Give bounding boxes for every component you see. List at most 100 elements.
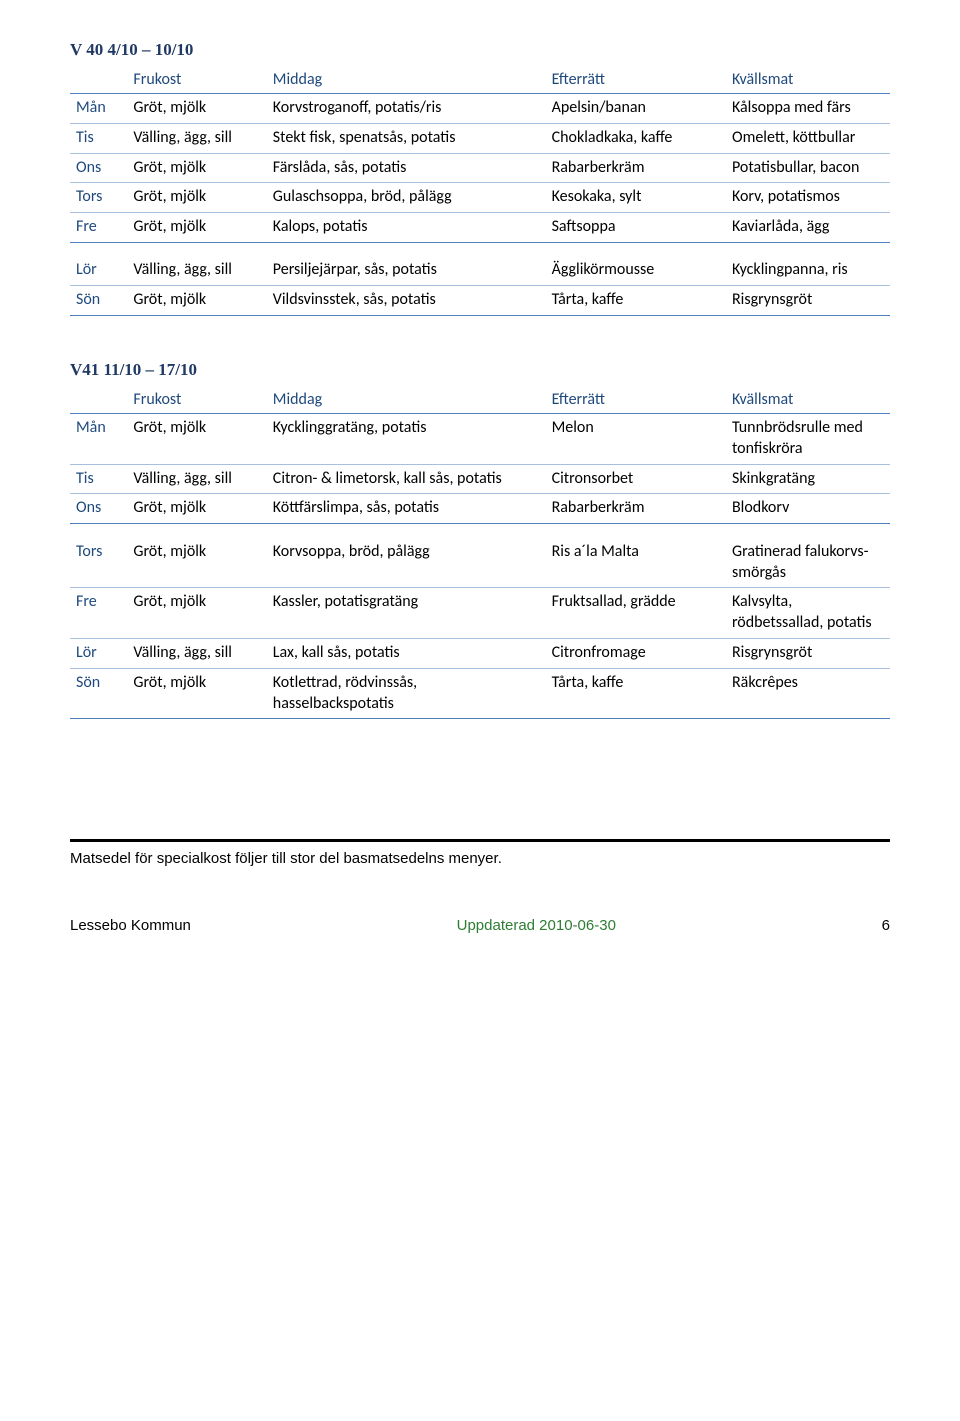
cell-efterratt: Ägglikörmousse: [546, 256, 726, 285]
cell-kvallsmat: Risgrynsgröt: [726, 286, 890, 316]
cell-frukost: Välling, ägg, sill: [127, 464, 266, 494]
footer-divider: Matsedel för specialkost följer till sto…: [70, 839, 890, 934]
table-row: Lör Välling, ägg, sill Lax, kall sås, po…: [70, 638, 890, 668]
cell-middag: Gulaschsoppa, bröd, pålägg: [267, 183, 546, 213]
cell-day: Mån: [70, 414, 127, 465]
cell-middag: Kycklinggratäng, potatis: [267, 414, 546, 465]
cell-efterratt: Fruktsallad, grädde: [546, 588, 726, 639]
week-title: V 40 4/10 – 10/10: [70, 40, 890, 60]
col-day: [70, 66, 127, 94]
cell-efterratt: Citronfromage: [546, 638, 726, 668]
cell-kvallsmat: Kaviarlåda, ägg: [726, 213, 890, 243]
cell-frukost: Gröt, mjölk: [127, 588, 266, 639]
cell-day: Tors: [70, 538, 127, 588]
cell-kvallsmat: Tunnbrödsrulle med tonfiskröra: [726, 414, 890, 465]
cell-day: Ons: [70, 494, 127, 524]
cell-day: Tis: [70, 123, 127, 153]
footer-note: Matsedel för specialkost följer till sto…: [70, 850, 890, 867]
cell-efterratt: Citronsorbet: [546, 464, 726, 494]
week-title: V41 11/10 – 17/10: [70, 360, 890, 380]
cell-day: Tors: [70, 183, 127, 213]
cell-middag: Korvstroganoff, potatis/ris: [267, 94, 546, 124]
footer-center: Uppdaterad 2010-06-30: [457, 917, 616, 934]
table-row: Tis Välling, ägg, sill Stekt fisk, spena…: [70, 123, 890, 153]
col-efterratt: Efterrätt: [546, 386, 726, 414]
cell-efterratt: Apelsin/banan: [546, 94, 726, 124]
cell-middag: Kassler, potatisgratäng: [267, 588, 546, 639]
cell-efterratt: Melon: [546, 414, 726, 465]
cell-efterratt: Chokladkaka, kaffe: [546, 123, 726, 153]
cell-day: Fre: [70, 588, 127, 639]
table-row: Fre Gröt, mjölk Kassler, potatisgratäng …: [70, 588, 890, 639]
cell-middag: Kalops, potatis: [267, 213, 546, 243]
col-middag: Middag: [267, 66, 546, 94]
cell-kvallsmat: Blodkorv: [726, 494, 890, 524]
cell-kvallsmat: Skinkgratäng: [726, 464, 890, 494]
cell-frukost: Gröt, mjölk: [127, 538, 266, 588]
table-row: Sön Gröt, mjölk Kotlettrad, rödvinssås, …: [70, 668, 890, 719]
cell-kvallsmat: Räkcrêpes: [726, 668, 890, 719]
table-row: Tors Gröt, mjölk Korvsoppa, bröd, pålägg…: [70, 538, 890, 588]
page-footer: Lessebo Kommun Uppdaterad 2010-06-30 6: [70, 917, 890, 934]
spacer-row: [70, 524, 890, 538]
col-kvallsmat: Kvällsmat: [726, 386, 890, 414]
col-kvallsmat: Kvällsmat: [726, 66, 890, 94]
col-efterratt: Efterrätt: [546, 66, 726, 94]
cell-kvallsmat: Gratinerad falukorvs-smörgås: [726, 538, 890, 588]
table-row: Ons Gröt, mjölk Köttfärslimpa, sås, pota…: [70, 494, 890, 524]
cell-middag: Stekt fisk, spenatsås, potatis: [267, 123, 546, 153]
cell-middag: Persiljejärpar, sås, potatis: [267, 256, 546, 285]
cell-efterratt: Rabarberkräm: [546, 494, 726, 524]
cell-middag: Citron- & limetorsk, kall sås, potatis: [267, 464, 546, 494]
cell-kvallsmat: Korv, potatismos: [726, 183, 890, 213]
cell-frukost: Välling, ägg, sill: [127, 638, 266, 668]
table-row: Tis Välling, ägg, sill Citron- & limetor…: [70, 464, 890, 494]
cell-kvallsmat: Risgrynsgröt: [726, 638, 890, 668]
cell-kvallsmat: Omelett, köttbullar: [726, 123, 890, 153]
cell-frukost: Gröt, mjölk: [127, 286, 266, 316]
table-row: Mån Gröt, mjölk Kycklinggratäng, potatis…: [70, 414, 890, 465]
cell-frukost: Gröt, mjölk: [127, 94, 266, 124]
cell-day: Sön: [70, 668, 127, 719]
table-row: Mån Gröt, mjölk Korvstroganoff, potatis/…: [70, 94, 890, 124]
table-header-row: Frukost Middag Efterrätt Kvällsmat: [70, 386, 890, 414]
cell-frukost: Gröt, mjölk: [127, 213, 266, 243]
cell-frukost: Gröt, mjölk: [127, 494, 266, 524]
cell-middag: Köttfärslimpa, sås, potatis: [267, 494, 546, 524]
cell-day: Ons: [70, 153, 127, 183]
cell-middag: Korvsoppa, bröd, pålägg: [267, 538, 546, 588]
cell-middag: Färslåda, sås, potatis: [267, 153, 546, 183]
cell-middag: Kotlettrad, rödvinssås, hasselbackspotat…: [267, 668, 546, 719]
col-frukost: Frukost: [127, 66, 266, 94]
spacer-row: [70, 242, 890, 256]
cell-day: Sön: [70, 286, 127, 316]
menu-table-week-40: Frukost Middag Efterrätt Kvällsmat Mån G…: [70, 66, 890, 316]
menu-table-week-41: Frukost Middag Efterrätt Kvällsmat Mån G…: [70, 386, 890, 719]
table-row: Ons Gröt, mjölk Färslåda, sås, potatis R…: [70, 153, 890, 183]
cell-day: Tis: [70, 464, 127, 494]
cell-efterratt: Ris a´la Malta: [546, 538, 726, 588]
footer-left: Lessebo Kommun: [70, 917, 191, 934]
col-middag: Middag: [267, 386, 546, 414]
table-row: Lör Välling, ägg, sill Persiljejärpar, s…: [70, 256, 890, 285]
cell-frukost: Gröt, mjölk: [127, 153, 266, 183]
table-row: Fre Gröt, mjölk Kalops, potatis Saftsopp…: [70, 213, 890, 243]
footer-page-number: 6: [882, 917, 890, 934]
col-frukost: Frukost: [127, 386, 266, 414]
table-row: Tors Gröt, mjölk Gulaschsoppa, bröd, pål…: [70, 183, 890, 213]
cell-kvallsmat: Kalvsylta, rödbetssallad, potatis: [726, 588, 890, 639]
cell-middag: Vildsvinsstek, sås, potatis: [267, 286, 546, 316]
cell-day: Lör: [70, 638, 127, 668]
cell-day: Fre: [70, 213, 127, 243]
cell-efterratt: Rabarberkräm: [546, 153, 726, 183]
cell-day: Mån: [70, 94, 127, 124]
col-day: [70, 386, 127, 414]
cell-frukost: Välling, ägg, sill: [127, 256, 266, 285]
cell-frukost: Gröt, mjölk: [127, 414, 266, 465]
cell-efterratt: Kesokaka, sylt: [546, 183, 726, 213]
cell-frukost: Gröt, mjölk: [127, 183, 266, 213]
table-row: Sön Gröt, mjölk Vildsvinsstek, sås, pota…: [70, 286, 890, 316]
cell-frukost: Gröt, mjölk: [127, 668, 266, 719]
cell-efterratt: Tårta, kaffe: [546, 668, 726, 719]
cell-middag: Lax, kall sås, potatis: [267, 638, 546, 668]
